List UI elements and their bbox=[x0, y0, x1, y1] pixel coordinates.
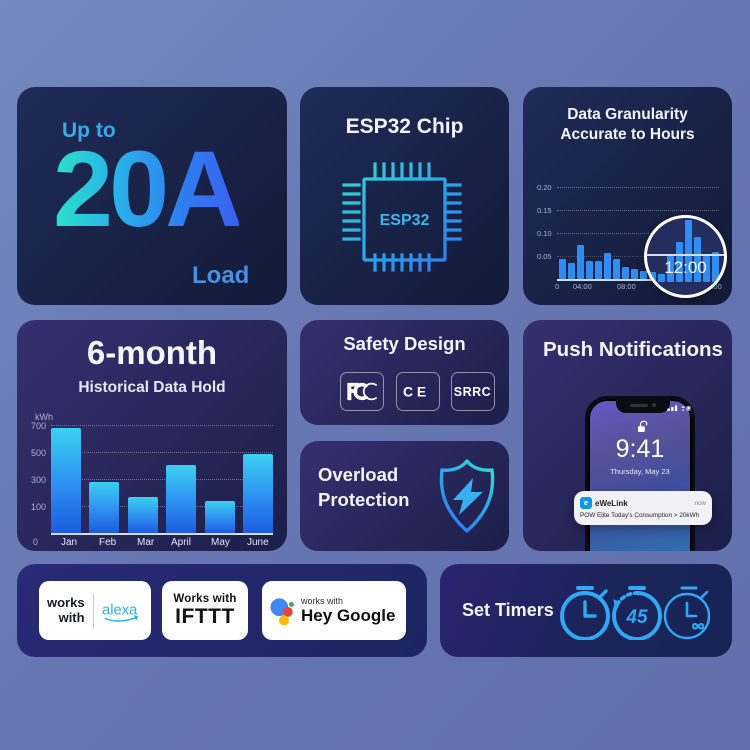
svg-text:C: C bbox=[403, 383, 413, 399]
svg-text:ESP32: ESP32 bbox=[380, 212, 430, 229]
svg-text:E: E bbox=[417, 383, 426, 399]
svg-text:45: 45 bbox=[625, 607, 648, 628]
svg-text:alexa: alexa bbox=[102, 602, 138, 618]
